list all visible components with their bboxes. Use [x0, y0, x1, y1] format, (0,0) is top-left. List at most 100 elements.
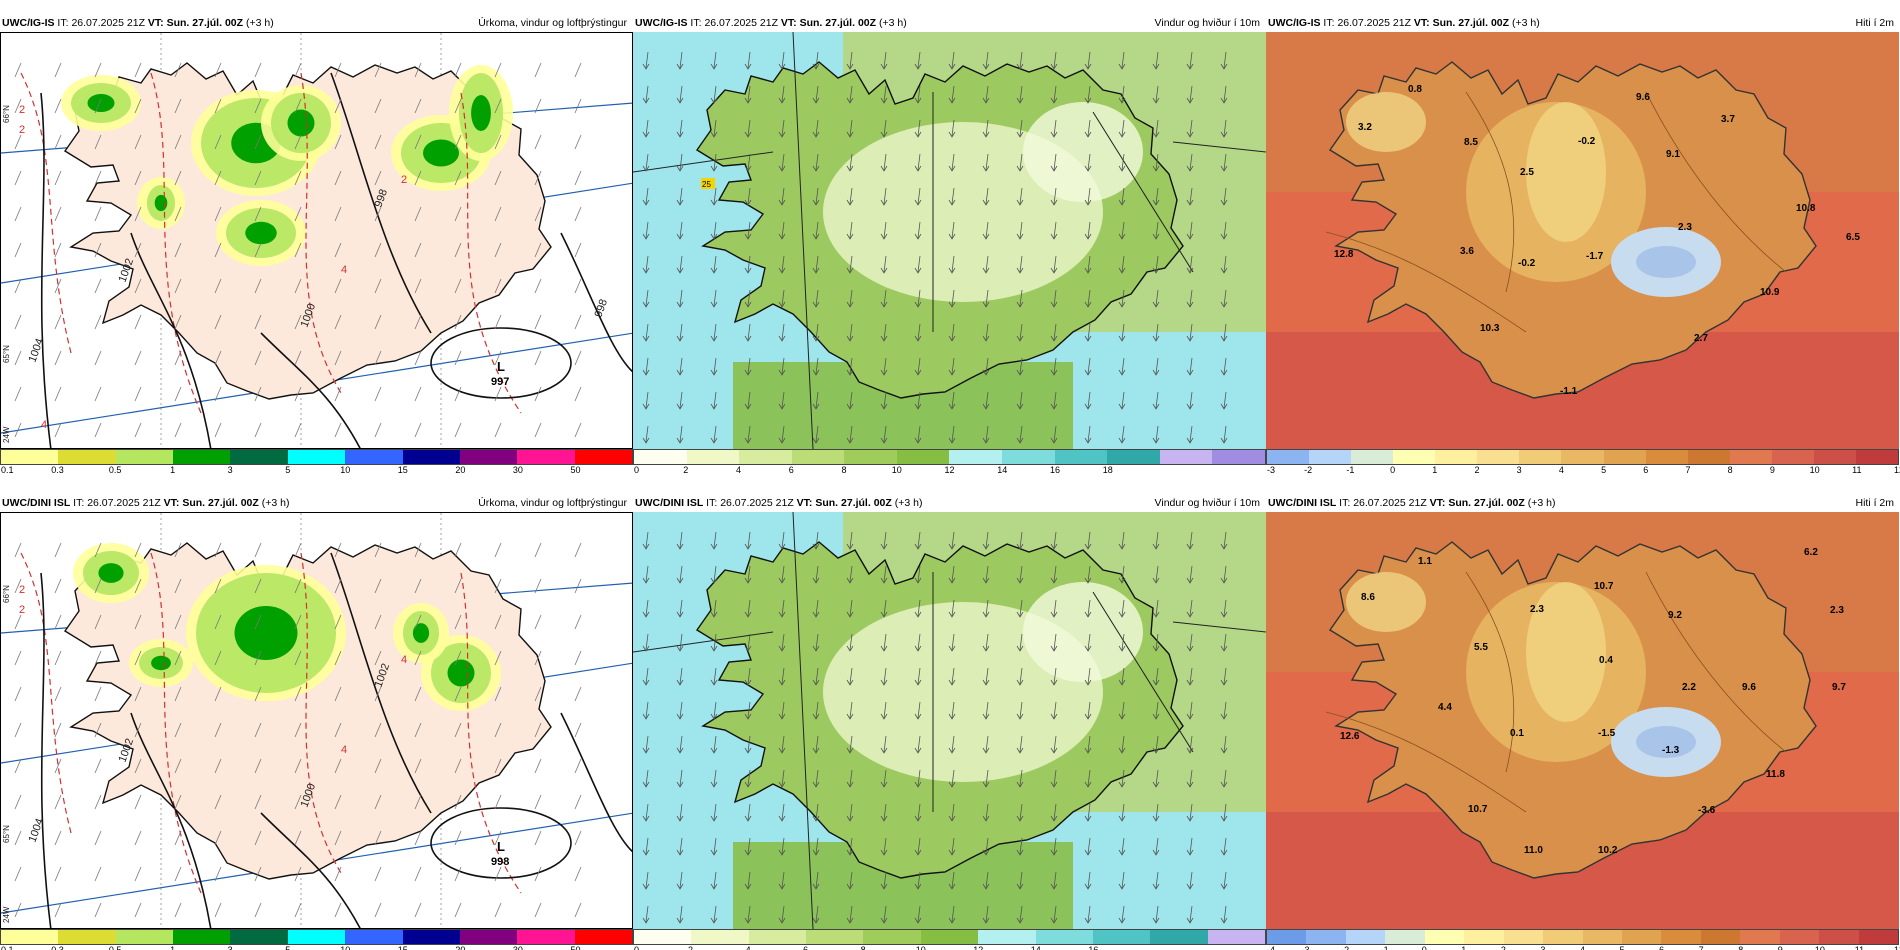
wind-arrow — [914, 51, 922, 70]
wind-arrow-head — [846, 645, 854, 652]
wind-barb — [254, 62, 262, 78]
wind-arrow-head — [846, 543, 854, 550]
wind-arrow-shaft — [917, 153, 921, 171]
wind-arrow-head — [676, 713, 684, 720]
wind-arrow-head — [914, 233, 922, 240]
wind-arrow-head — [1118, 713, 1126, 720]
wind-arrow — [744, 323, 752, 342]
wind-arrow-shaft — [951, 187, 955, 205]
wind-arrow-shaft — [747, 119, 751, 137]
precip-area-heavy — [234, 606, 298, 660]
wind-arrow-shaft — [917, 119, 921, 137]
wind-arrow-shaft — [1223, 735, 1227, 753]
wind-arrow-head — [1186, 63, 1194, 70]
wind-arrow-shaft — [713, 255, 717, 273]
wind-arrow-head — [1050, 679, 1058, 686]
wind-arrow — [1220, 633, 1228, 652]
wind-arrow-shaft — [985, 51, 989, 69]
wind-arrow-head — [744, 403, 752, 410]
wind-arrow-shaft — [1155, 565, 1159, 583]
wind-arrow-shaft — [917, 221, 921, 239]
isotherm-dashed — [20, 552, 72, 834]
wind-arrow-shaft — [1189, 51, 1193, 69]
wind-arrow — [710, 357, 718, 376]
precip-area-heavy — [245, 221, 277, 245]
temp-map: 0.8 9.6 3.7 3.2 8.5 -0.2 9.1 2.5 10.8 2.3 6.5 12.8 3… — [1266, 32, 1899, 449]
wind-arrow-shaft — [917, 187, 921, 205]
wind-arrow-shaft — [1121, 51, 1125, 69]
wind-arrow-shaft — [1053, 119, 1057, 137]
wind-arrow — [744, 667, 752, 686]
wind-arrow-head — [846, 403, 854, 410]
wind-arrow-head — [642, 63, 650, 70]
wind-arrow — [1084, 51, 1092, 70]
wind-arrow — [676, 531, 684, 550]
wind-arrow-head — [1220, 679, 1228, 686]
wind-arrow-head — [1118, 267, 1126, 274]
wind-arrow — [914, 735, 922, 754]
wind-arrow-head — [812, 63, 820, 70]
panel-title-bar: UWC/IG-IS IT: 26.07.2025 21Z VT: Sun. 27… — [1266, 14, 1900, 32]
wind-arrow-shaft — [1087, 255, 1091, 273]
wind-arrow-shaft — [747, 837, 751, 855]
wind-arrow-head — [778, 131, 786, 138]
wind-arrow-shaft — [951, 221, 955, 239]
wind-arrow — [778, 531, 786, 550]
wind-arrow-head — [1084, 679, 1092, 686]
wind-barb — [214, 314, 222, 330]
wind-barb — [214, 542, 222, 558]
wind-arrow-head — [1220, 611, 1228, 618]
wind-arrow — [1084, 633, 1092, 652]
wind-arrow-shaft — [985, 119, 989, 137]
wind-arrow-shaft — [951, 701, 955, 719]
wind-arrow-head — [710, 97, 718, 104]
wind-arrow-head — [1118, 369, 1126, 376]
wind-arrow-shaft — [985, 221, 989, 239]
wind-arrow-shaft — [883, 837, 887, 855]
wind-arrow — [642, 323, 650, 342]
wind-arrow-shaft — [679, 51, 683, 69]
wind-barb — [374, 62, 382, 78]
isotherm-dashed — [460, 92, 522, 414]
wind-arrow-head — [1186, 543, 1194, 550]
wind-arrow-shaft — [1155, 323, 1159, 341]
vt-label: VT: — [163, 497, 180, 509]
wind-arrow — [982, 85, 990, 104]
wind-barb — [574, 794, 582, 810]
wind-arrow — [1186, 85, 1194, 104]
lead-time: (+3 h) — [878, 17, 907, 29]
wind-barb — [534, 98, 542, 114]
wind-arrow — [676, 187, 684, 206]
wind-arrow-shaft — [1087, 391, 1091, 409]
wind-arrow — [1186, 905, 1194, 924]
wind-arrow-head — [1118, 165, 1126, 172]
wind-arrow-head — [1220, 781, 1228, 788]
wind-arrow — [982, 905, 990, 924]
wind-arrow-head — [982, 713, 990, 720]
colorbar-tick-label: -1 — [1346, 465, 1355, 475]
wind-arrow-shaft — [1155, 221, 1159, 239]
wind-arrow — [744, 153, 752, 172]
wind-arrow-head — [710, 301, 718, 308]
colorbar-tick-label: 30 — [512, 465, 523, 475]
wind-arrow — [1152, 255, 1160, 274]
wind-arrow-shaft — [849, 391, 853, 409]
wind-arrow — [812, 565, 820, 584]
colorbar-swatch — [1345, 930, 1386, 944]
wind-arrow-head — [914, 199, 922, 206]
wind-barb — [254, 314, 262, 330]
wind-arrow-shaft — [1087, 803, 1091, 821]
wind-arrow-head — [1084, 917, 1092, 924]
wind-arrow — [948, 153, 956, 172]
colorbar-tick-label: 12 — [973, 945, 984, 950]
wind-barb — [334, 242, 342, 258]
colorbar-swatch — [844, 450, 897, 464]
wind-arrow-head — [710, 577, 718, 584]
wind-barb — [414, 134, 422, 150]
glacier-core — [1636, 246, 1696, 278]
wind-barb — [454, 542, 462, 558]
colorbar-swatch — [1159, 450, 1213, 464]
wind-arrow-head — [1050, 645, 1058, 652]
wind-arrow — [982, 119, 990, 138]
temperature-value-label: 9.2 — [1668, 610, 1682, 621]
